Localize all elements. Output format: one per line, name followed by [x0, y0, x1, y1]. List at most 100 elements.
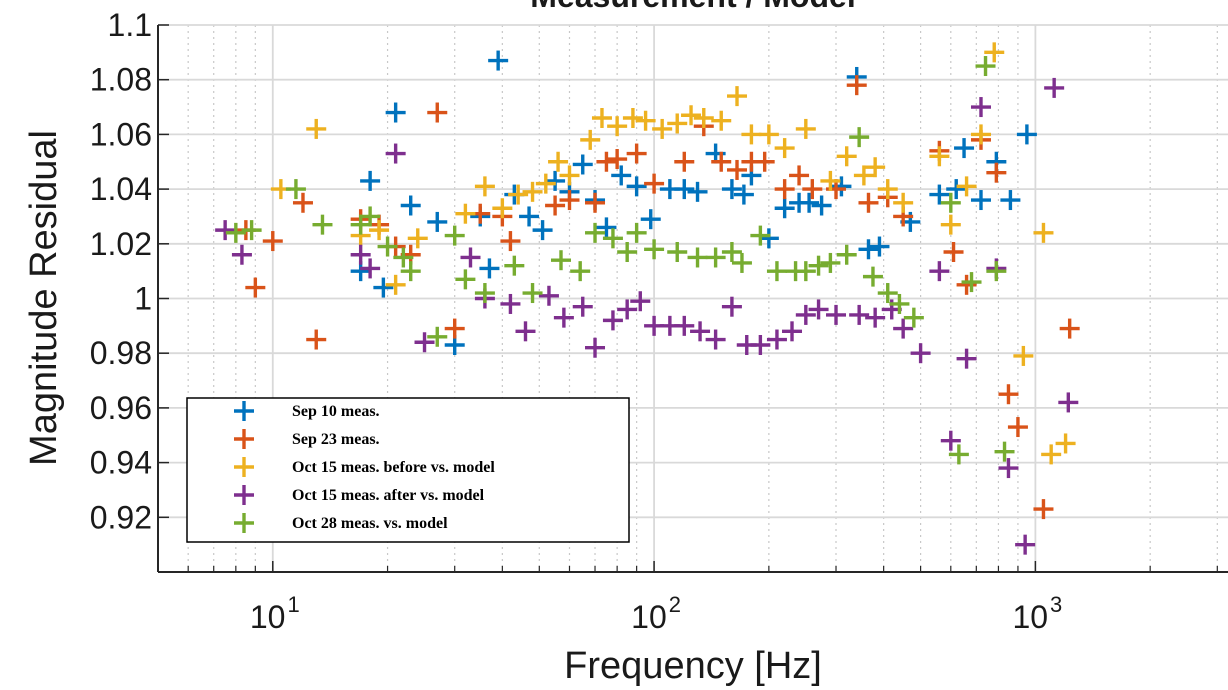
- data-point: [667, 113, 688, 134]
- data-point: [889, 293, 910, 314]
- data-point: [826, 304, 847, 325]
- data-point: [940, 192, 961, 213]
- legend-marker: [234, 457, 254, 477]
- x-tick-exponent: 3: [1050, 592, 1062, 617]
- x-tick-label: 102: [631, 592, 681, 635]
- data-point: [585, 337, 606, 358]
- data-point: [626, 176, 647, 197]
- data-point: [626, 222, 647, 243]
- data-point: [1041, 444, 1062, 465]
- data-point: [893, 192, 914, 213]
- y-tick-label: 1.02: [90, 226, 152, 262]
- data-point: [789, 165, 810, 186]
- data-point: [802, 179, 823, 200]
- x-tick-exponent: 1: [287, 592, 299, 617]
- data-point: [602, 228, 623, 249]
- data-point: [741, 124, 762, 145]
- data-point: [750, 225, 771, 246]
- data-point: [553, 307, 574, 328]
- data-point: [635, 110, 656, 131]
- data-point: [731, 252, 752, 273]
- data-point: [858, 239, 879, 260]
- x-tick-label: 103: [1012, 592, 1062, 635]
- data-point: [721, 242, 742, 263]
- data-point: [711, 151, 732, 172]
- data-point: [400, 261, 421, 282]
- data-point: [849, 304, 870, 325]
- x-tick-label: 101: [250, 592, 300, 635]
- data-point: [585, 192, 606, 213]
- data-point: [1044, 77, 1065, 98]
- data-point: [782, 321, 803, 342]
- data-point: [474, 283, 495, 304]
- data-point: [758, 228, 779, 249]
- data-point: [1015, 534, 1036, 555]
- data-point: [312, 214, 333, 235]
- data-point: [946, 179, 967, 200]
- data-point: [940, 214, 961, 235]
- data-point: [711, 110, 732, 131]
- data-point: [455, 203, 476, 224]
- data-point: [929, 146, 950, 167]
- data-point: [622, 107, 643, 128]
- data-point: [559, 165, 580, 186]
- data-point: [360, 258, 381, 279]
- legend-label: Sep 10 meas.: [292, 403, 380, 420]
- data-point: [998, 384, 1019, 405]
- data-point: [674, 179, 695, 200]
- data-point: [858, 192, 879, 213]
- legend-label: Oct 28 meas. vs. model: [292, 515, 448, 532]
- data-point: [929, 261, 950, 282]
- data-point: [479, 258, 500, 279]
- data-point: [948, 444, 969, 465]
- data-point: [808, 255, 829, 276]
- data-point: [754, 151, 775, 172]
- y-tick-label: 0.92: [90, 499, 152, 535]
- data-point: [727, 159, 748, 180]
- y-tick-label: 0.94: [90, 445, 152, 481]
- data-point: [231, 244, 252, 265]
- data-point: [681, 105, 702, 126]
- data-point: [849, 127, 870, 148]
- data-point: [954, 138, 975, 159]
- legend-marker: [234, 485, 254, 505]
- data-point: [427, 326, 448, 347]
- data-point: [460, 247, 481, 268]
- data-point: [986, 261, 1007, 282]
- legend-marker: [234, 429, 254, 449]
- legend-label: Oct 15 meas. before vs. model: [292, 459, 495, 476]
- legend-marker: [234, 513, 254, 533]
- data-point: [1013, 345, 1034, 366]
- data-point: [522, 283, 543, 304]
- data-point: [572, 296, 593, 317]
- data-point: [877, 283, 898, 304]
- data-point: [766, 261, 787, 282]
- data-point: [774, 138, 795, 159]
- data-point: [910, 343, 931, 364]
- legend-entry: Oct 15 meas. before vs. model: [234, 457, 495, 477]
- data-point: [727, 86, 748, 107]
- data-point: [705, 247, 726, 268]
- data-point: [500, 231, 521, 252]
- data-point: [548, 151, 569, 172]
- data-point: [385, 143, 406, 164]
- data-point: [538, 285, 559, 306]
- data-point: [994, 441, 1015, 462]
- y-tick-label: 0.96: [90, 390, 152, 426]
- data-point: [245, 277, 266, 298]
- x-tick-base: 10: [1012, 599, 1048, 635]
- y-axis-label: Magnitude Residual: [23, 130, 65, 466]
- data-point: [504, 255, 525, 276]
- data-point: [674, 151, 695, 172]
- data-point: [690, 321, 711, 342]
- y-tick-label: 1: [134, 281, 152, 317]
- data-point: [984, 42, 1005, 63]
- data-point: [1033, 222, 1054, 243]
- data-point: [774, 179, 795, 200]
- data-point: [808, 299, 829, 320]
- data-point: [903, 307, 924, 328]
- legend-entry: Sep 10 meas.: [234, 401, 380, 421]
- data-point: [360, 206, 381, 227]
- legend-entry: Sep 23 meas.: [234, 429, 380, 449]
- data-point: [617, 299, 638, 320]
